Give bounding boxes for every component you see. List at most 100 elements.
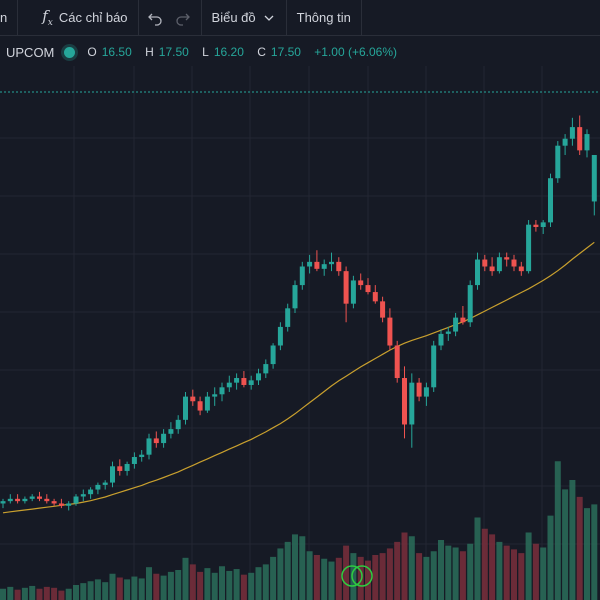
volume-bar (87, 581, 94, 600)
candle-body (475, 259, 480, 286)
volume-bar (481, 528, 488, 600)
function-icon: fx (42, 7, 53, 28)
volume-bar (167, 571, 174, 600)
candle-body (7, 498, 13, 502)
candle-body (292, 285, 298, 309)
candle-body (555, 145, 561, 179)
cut-off-toolbar-item[interactable]: n (0, 0, 17, 36)
volume-bar (321, 558, 328, 600)
candle-body (343, 271, 349, 304)
candle-body (314, 261, 320, 269)
volume-bar (284, 541, 291, 600)
volume-bar (569, 480, 576, 600)
top-toolbar: n fx Các chỉ báo Biểu đồ Thông tin (0, 0, 600, 36)
volume-bar (189, 564, 196, 600)
volume-bar (408, 536, 415, 600)
redo-button[interactable] (169, 0, 201, 36)
toolbar-divider (17, 0, 19, 36)
indicators-button[interactable]: fx Các chỉ báo (18, 0, 137, 36)
volume-bar (21, 587, 28, 600)
candle-body (37, 496, 42, 499)
candle-body (350, 280, 356, 304)
chart-grid (0, 66, 600, 600)
candle-body (562, 138, 568, 146)
undo-button[interactable] (139, 0, 169, 36)
volume-bar (452, 547, 459, 600)
chevron-down-icon (264, 15, 274, 21)
volume-bar (525, 532, 532, 600)
price-chart[interactable] (0, 36, 600, 600)
candle-body (445, 331, 451, 334)
volume-bar (401, 532, 408, 600)
volume-bars (0, 461, 598, 600)
close-label: C (257, 45, 266, 59)
candle-body (175, 419, 181, 430)
volume-bar (94, 579, 101, 600)
candle-body (321, 264, 327, 269)
candle-body (44, 498, 50, 502)
volume-bar (80, 583, 87, 600)
candle-body (190, 396, 196, 402)
candle-body (58, 503, 64, 506)
candle-body (467, 285, 473, 323)
volume-bar (372, 555, 379, 600)
candle-body (51, 501, 57, 504)
candle-body (183, 396, 188, 420)
volume-bar (576, 496, 583, 600)
candle-body (548, 178, 553, 223)
candle-body (569, 127, 575, 139)
candle-body (438, 333, 444, 346)
volume-bar (313, 555, 320, 600)
candle-body (88, 489, 94, 495)
volume-bar (262, 564, 269, 600)
volume-bar (489, 534, 496, 600)
volume-bar (0, 588, 6, 600)
event-marker-icon[interactable] (341, 565, 373, 587)
candle-body (146, 438, 152, 455)
volume-bar (467, 543, 474, 600)
candle-body (482, 259, 488, 267)
volume-bar (109, 573, 116, 600)
market-status-dot-icon[interactable] (64, 46, 76, 58)
volume-bar (540, 547, 547, 600)
candle-body (336, 261, 342, 272)
volume-bar (160, 575, 167, 600)
candle-body (95, 484, 101, 490)
volume-bar (124, 579, 131, 600)
candle-body (423, 387, 429, 397)
high-value: 17.50 (158, 45, 189, 59)
candle-body (66, 503, 72, 506)
volume-bar (36, 588, 43, 600)
volume-bar (175, 570, 182, 600)
candle-body (285, 308, 291, 327)
volume-bar (474, 517, 481, 600)
volume-bar (547, 515, 554, 600)
volume-bar (43, 586, 50, 600)
candle-body (204, 396, 210, 411)
candle-body (387, 317, 393, 346)
candle-body (453, 317, 459, 332)
candlestick-series (0, 115, 597, 511)
volume-bar (416, 553, 423, 600)
symbol-legend: UPCOM O 16.50 H 17.50 L 16.20 C 17.50 +1.00 … (0, 37, 402, 67)
candle-body (489, 266, 495, 272)
candle-body (131, 457, 137, 464)
chart-type-dropdown[interactable]: Biểu đồ (202, 0, 286, 36)
candle-body (22, 498, 28, 502)
candle-body (110, 466, 115, 483)
candle-body (153, 438, 159, 444)
candle-body (197, 401, 203, 411)
candle-body (124, 463, 130, 471)
volume-bar (343, 545, 350, 600)
info-button[interactable]: Thông tin (287, 0, 361, 36)
candle-body (241, 378, 247, 385)
candle-body (161, 433, 167, 444)
volume-bar (58, 590, 65, 600)
volume-bar (438, 540, 444, 600)
volume-bar (219, 566, 225, 600)
candle-body (270, 345, 276, 365)
volume-bar (14, 589, 21, 600)
volume-bar (591, 504, 598, 600)
exchange-label[interactable]: UPCOM (6, 44, 55, 60)
volume-bar (233, 569, 240, 600)
